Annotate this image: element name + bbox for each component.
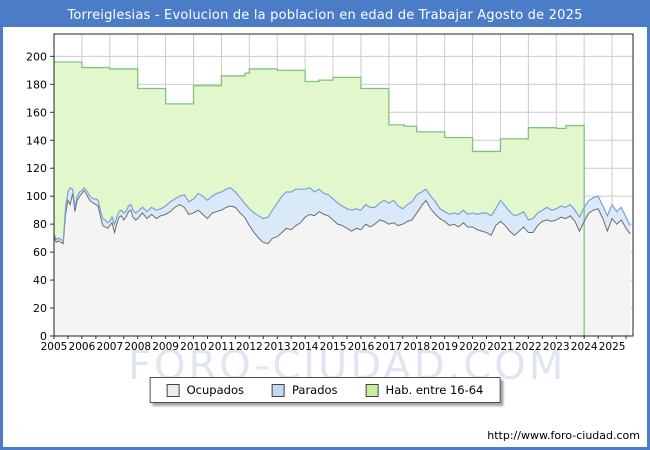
x-tick-label: 2015 <box>320 341 347 353</box>
x-tick-label: 2014 <box>292 341 319 353</box>
y-tick-label: 20 <box>33 302 47 315</box>
x-tick-label: 2012 <box>236 341 263 353</box>
legend-label-hab-16-64: Hab. entre 16-64 <box>385 383 484 397</box>
chart-title: Torreiglesias - Evolucion de la poblacio… <box>67 7 583 23</box>
title-bar: Torreiglesias - Evolucion de la poblacio… <box>3 3 647 27</box>
x-tick-label: 2005 <box>41 341 68 353</box>
y-tick-label: 80 <box>33 218 47 231</box>
x-tick-label: 2016 <box>348 341 375 353</box>
y-tick-label: 100 <box>26 190 47 203</box>
x-tick-label: 2006 <box>69 341 96 353</box>
x-tick-label: 2009 <box>152 341 179 353</box>
x-tick-label: 2025 <box>599 341 626 353</box>
legend-label-ocupados: Ocupados <box>186 383 244 397</box>
legend-item-ocupados: Ocupados <box>166 383 244 397</box>
footer-url-link[interactable]: http://www.foro-ciudad.com <box>487 429 640 442</box>
legend-box: Ocupados Parados Hab. entre 16-64 <box>149 377 501 403</box>
x-tick-label: 2017 <box>375 341 402 353</box>
y-tick-label: 120 <box>26 162 47 175</box>
y-tick-label: 60 <box>33 246 47 259</box>
x-tick-label: 2019 <box>431 341 458 353</box>
y-tick-label: 40 <box>33 274 47 287</box>
ocupados-line <box>53 189 631 245</box>
x-tick-label: 2024 <box>571 341 598 353</box>
legend-item-parados: Parados <box>271 383 338 397</box>
x-tick-label: 2007 <box>96 341 123 353</box>
legend-label-parados: Parados <box>291 383 338 397</box>
parados-band <box>54 187 631 244</box>
y-tick-label: 140 <box>26 134 47 147</box>
y-tick-label: 180 <box>26 78 47 91</box>
parados-line <box>53 186 631 242</box>
ocupados-area <box>54 190 631 336</box>
hab-16-64-line <box>54 61 585 336</box>
legend-item-hab-16-64: Hab. entre 16-64 <box>365 383 484 397</box>
x-tick-label: 2013 <box>264 341 291 353</box>
y-tick-label: 200 <box>26 50 47 63</box>
x-tick-label: 2021 <box>487 341 514 353</box>
x-tick-label: 2023 <box>543 341 570 353</box>
y-tick-label: 160 <box>26 106 47 119</box>
x-tick-label: 2022 <box>515 341 542 353</box>
parados-swatch-icon <box>271 383 285 397</box>
plot-border <box>53 33 634 337</box>
hab-16-64-swatch-icon <box>365 383 379 397</box>
x-tick-label: 2018 <box>403 341 430 353</box>
ocupados-swatch-icon <box>166 383 180 397</box>
x-tick-label: 2020 <box>459 341 486 353</box>
x-tick-label: 2011 <box>208 341 235 353</box>
x-tick-label: 2010 <box>180 341 207 353</box>
x-tick-label: 2008 <box>124 341 151 353</box>
y-tick-label: 0 <box>40 330 47 343</box>
